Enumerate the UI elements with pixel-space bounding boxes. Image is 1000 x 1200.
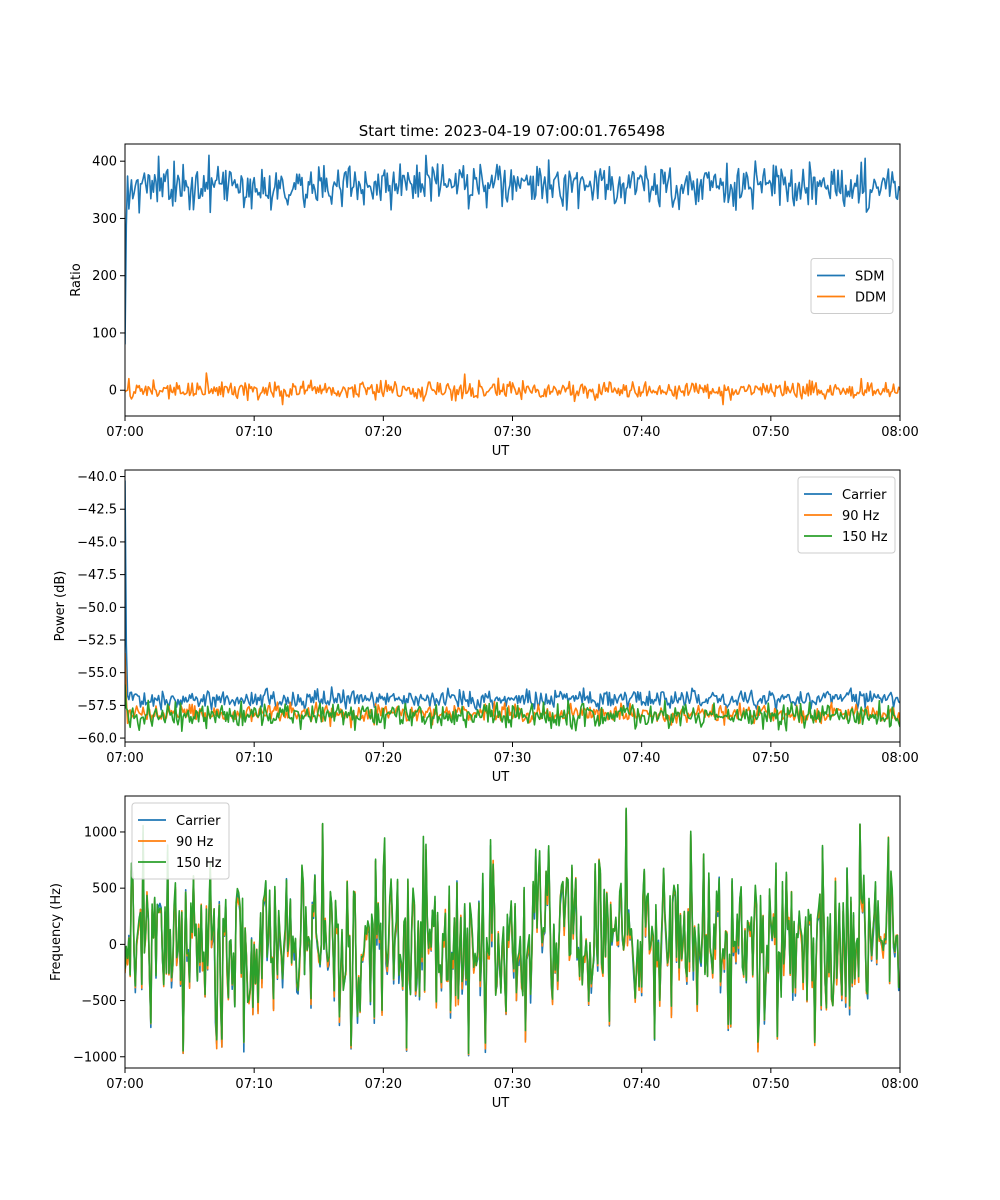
y-tick-label: −50.0 <box>77 601 117 616</box>
x-tick-label: 08:00 <box>881 1077 918 1092</box>
y-tick-label: −1000 <box>73 1050 117 1065</box>
x-tick-label: 08:00 <box>881 751 918 766</box>
y-tick-label: 300 <box>92 212 117 227</box>
series-line-ddm <box>125 372 900 406</box>
series-lines <box>125 807 900 1057</box>
chart-panel-2: 07:00 07:10 07:20 07:30 07:40 07:50 08:00 −40.0… <box>53 469 919 785</box>
legend-box <box>797 476 896 554</box>
x-tick-label: 07:10 <box>235 425 272 440</box>
x-tick-label: 07:10 <box>235 1077 272 1092</box>
y-tick-label: 400 <box>92 155 117 170</box>
x-axis-label: UT <box>492 444 510 459</box>
y-tick-label: 200 <box>92 269 117 284</box>
series-line-carrier <box>125 480 900 713</box>
y-axis-label: Frequency (Hz) <box>49 883 64 981</box>
x-tick-label: 07:00 <box>106 1077 143 1092</box>
panels: 07:00 07:10 07:20 07:30 07:40 07:50 08:00 0 100 2… <box>49 143 919 1111</box>
legend-box <box>131 802 230 880</box>
series-lines <box>125 154 900 406</box>
legend-label: 150 Hz <box>842 530 888 545</box>
x-tick-label: 07:00 <box>106 751 143 766</box>
y-tick-label: −47.5 <box>77 568 117 583</box>
x-tick-label: 07:20 <box>365 1077 402 1092</box>
y-tick-label: −57.5 <box>77 699 117 714</box>
legend-label: 150 Hz <box>176 856 222 871</box>
figure-title: Start time: 2023-04-19 07:00:01.765498 <box>359 122 665 140</box>
y-tick-label: −42.5 <box>77 503 117 518</box>
series-line-sdm <box>125 154 900 345</box>
x-axis-label: UT <box>492 770 510 785</box>
legend-label: SDM <box>855 270 884 285</box>
x-tick-label: 07:40 <box>623 425 660 440</box>
x-tick-label: 07:10 <box>235 751 272 766</box>
y-axis-label: Power (dB) <box>53 571 68 642</box>
y-tick-label: 0 <box>109 938 117 953</box>
y-tick-label: −52.5 <box>77 634 117 649</box>
x-tick-label: 07:50 <box>752 1077 789 1092</box>
legend-label: DDM <box>855 291 886 306</box>
y-tick-label: 0 <box>109 384 117 399</box>
y-tick-label: −45.0 <box>77 535 117 550</box>
series-line-150-hz <box>125 807 900 1055</box>
x-tick-label: 07:00 <box>106 425 143 440</box>
legend: Carrier 90 Hz 150 Hz <box>131 802 230 880</box>
legend-label: 90 Hz <box>842 509 879 524</box>
x-tick-label: 07:20 <box>365 751 402 766</box>
chart-panel-1: 07:00 07:10 07:20 07:30 07:40 07:50 08:00 0 100 2… <box>69 143 919 459</box>
y-tick-label: −40.0 <box>77 470 117 485</box>
x-tick-label: 07:50 <box>752 425 789 440</box>
y-axis-label: Ratio <box>69 263 84 296</box>
y-tick-label: 500 <box>92 882 117 897</box>
x-tick-label: 07:30 <box>494 425 531 440</box>
series-line-150-hz <box>125 684 900 732</box>
legend: SDM DDM <box>810 258 894 314</box>
x-tick-label: 07:40 <box>623 1077 660 1092</box>
legend-box <box>810 258 894 314</box>
legend-label: Carrier <box>176 814 221 829</box>
legend-label: 90 Hz <box>176 835 213 850</box>
series-lines <box>125 480 900 732</box>
x-tick-label: 07:40 <box>623 751 660 766</box>
x-tick-label: 07:20 <box>365 425 402 440</box>
y-tick-label: 1000 <box>84 825 117 840</box>
x-tick-label: 07:30 <box>494 1077 531 1092</box>
y-tick-label: −55.0 <box>77 666 117 681</box>
legend: Carrier 90 Hz 150 Hz <box>797 476 896 554</box>
y-tick-label: −60.0 <box>77 732 117 747</box>
x-tick-label: 07:50 <box>752 751 789 766</box>
y-tick-label: 100 <box>92 326 117 341</box>
chart-panel-3: 07:00 07:10 07:20 07:30 07:40 07:50 08:00 −1000… <box>49 795 919 1111</box>
x-tick-label: 07:30 <box>494 751 531 766</box>
legend-label: Carrier <box>842 488 887 503</box>
x-tick-label: 08:00 <box>881 425 918 440</box>
x-axis-label: UT <box>492 1096 510 1111</box>
y-tick-label: −500 <box>81 994 117 1009</box>
